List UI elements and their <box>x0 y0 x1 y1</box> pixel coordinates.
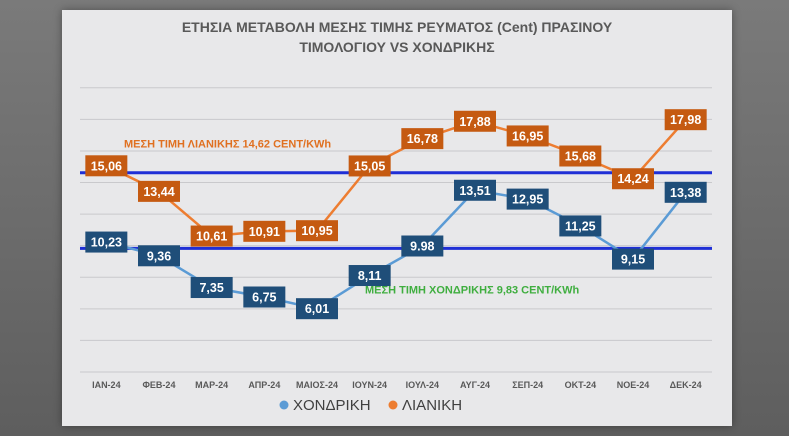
data-label: 10,95 <box>301 224 332 238</box>
data-label: 9,15 <box>621 253 645 267</box>
legend-label: ΛΙΑΝΙΚΗ <box>402 397 462 414</box>
x-tick-label: ΑΥΓ-24 <box>460 380 490 390</box>
x-tick-label: ΙΟΥΛ-24 <box>406 380 439 390</box>
data-label-box <box>138 180 180 202</box>
data-label-box <box>85 231 128 253</box>
data-label: 6,75 <box>252 291 276 305</box>
gridlines <box>80 87 712 373</box>
data-label: 13,51 <box>459 184 490 198</box>
data-label-box <box>664 109 707 131</box>
data-label: 11,25 <box>565 219 596 233</box>
x-tick-label: ΝΟΕ-24 <box>617 380 650 390</box>
data-label-box <box>190 225 233 247</box>
data-label-box <box>138 245 180 267</box>
data-label: 17,88 <box>459 115 490 129</box>
x-tick-label: ΣΕΠ-24 <box>512 380 543 390</box>
data-label: 15,05 <box>354 159 385 173</box>
chart-title-line-1: ΕΤΗΣΙΑ ΜΕΤΑΒΟΛΗ ΜΕΣΗΣ ΤΙΜΗΣ ΡΕΥΜΑΤΟΣ (Ce… <box>182 19 613 35</box>
reference-label-wholesale: ΜΕΣΗ ΤΙΜΗ ΧΟΝΔΡΙΚΗΣ 9,83 CENT/KWh <box>365 284 580 296</box>
data-label: 10,91 <box>249 225 280 239</box>
x-tick-label: ΜΑΙΟΣ-24 <box>296 380 338 390</box>
reference-lines: ΜΕΣΗ ΤΙΜΗ ΛΙΑΝΙΚΗΣ 14,62 CENT/KWh ΜΕΣΗ ΤΙ… <box>80 139 712 296</box>
data-label: 9,36 <box>147 249 171 263</box>
data-label: 13,38 <box>670 186 701 200</box>
data-label: 14,24 <box>617 172 648 186</box>
data-label: 10,61 <box>196 230 227 244</box>
data-label-box <box>296 298 338 320</box>
data-label: 16,78 <box>407 132 438 146</box>
data-label-box <box>401 235 444 257</box>
data-label-box <box>559 145 602 167</box>
x-tick-label: ΟΚΤ-24 <box>565 380 597 390</box>
data-label-box <box>506 188 549 210</box>
legend-label: ΧΟΝΔΡΙΚΗ <box>293 397 371 414</box>
data-labels: 10,23 9,36 7,35 6,75 6,01 8,11 9.98 13,51 12,95 1… <box>85 109 707 320</box>
x-tick-label: ΜΑΡ-24 <box>195 380 228 390</box>
data-label-box <box>454 110 496 132</box>
data-label: 15,68 <box>565 150 596 164</box>
data-label: 9.98 <box>410 240 434 254</box>
data-label-box <box>243 286 286 308</box>
reference-label-retail: ΜΕΣΗ ΤΙΜΗ ΛΙΑΝΙΚΗΣ 14,62 CENT/KWh <box>124 139 331 151</box>
chart-title-line-2: ΤΙΜΟΛΟΓΙΟΥ VS ΧΟΝΔΡΙΚΗΣ <box>299 39 494 55</box>
data-label-box <box>664 181 707 203</box>
x-tick-label: ΙΟΥΝ-24 <box>352 380 387 390</box>
data-label-box <box>190 277 233 299</box>
data-label-box <box>506 125 549 147</box>
data-label-box <box>85 155 128 177</box>
data-label-box <box>401 128 444 150</box>
data-label-box <box>348 155 391 177</box>
x-tick-label: ΔΕΚ-24 <box>670 380 702 390</box>
data-label: 6,01 <box>305 302 329 316</box>
data-label-box <box>348 265 391 287</box>
data-label-box <box>612 248 654 270</box>
data-label-box <box>296 220 338 242</box>
chart-panel: ΕΤΗΣΙΑ ΜΕΤΑΒΟΛΗ ΜΕΣΗΣ ΤΙΜΗΣ ΡΕΥΜΑΤΟΣ (Ce… <box>62 10 732 426</box>
data-label: 17,98 <box>670 113 701 127</box>
data-label: 12,95 <box>512 193 543 207</box>
data-label-box <box>454 179 496 201</box>
data-label: 13,44 <box>143 185 174 199</box>
data-label: 16,95 <box>512 129 543 143</box>
line-chart: ΕΤΗΣΙΑ ΜΕΤΑΒΟΛΗ ΜΕΣΗΣ ΤΙΜΗΣ ΡΕΥΜΑΤΟΣ (Ce… <box>80 19 712 414</box>
x-tick-label: ΑΠΡ-24 <box>248 380 280 390</box>
legend: ΧΟΝΔΡΙΚΗ ΛΙΑΝΙΚΗ <box>279 397 462 414</box>
data-label-box <box>612 168 654 190</box>
x-axis-ticks: ΙΑΝ-24 ΦΕΒ-24 ΜΑΡ-24 ΑΠΡ-24 ΜΑΙΟΣ-24 ΙΟΥΝ-24 Ι… <box>92 380 702 390</box>
data-label: 8,11 <box>358 269 382 283</box>
data-label: 7,35 <box>199 281 223 295</box>
legend-marker <box>388 400 398 410</box>
x-tick-label: ΦΕΒ-24 <box>143 380 176 390</box>
data-label-box <box>243 220 286 242</box>
x-tick-label: ΙΑΝ-24 <box>92 380 121 390</box>
data-label-box <box>559 215 602 237</box>
data-label: 15,06 <box>91 159 122 173</box>
data-label: 10,23 <box>91 236 122 250</box>
legend-marker <box>279 400 289 410</box>
